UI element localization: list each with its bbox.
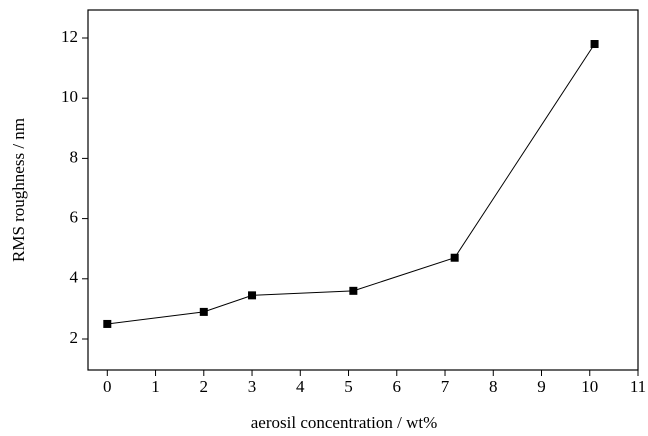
data-point	[450, 253, 459, 262]
data-point	[349, 286, 358, 295]
y-tick-label: 8	[70, 147, 79, 166]
x-tick-label: 11	[630, 377, 646, 396]
x-axis-label: aerosil concentration / wt%	[251, 413, 437, 432]
y-axis-label: RMS roughness / nm	[9, 118, 28, 262]
y-tick-label: 4	[70, 268, 79, 287]
x-tick-label: 2	[200, 377, 209, 396]
y-tick-label: 12	[61, 27, 78, 46]
y-tick-label: 6	[70, 208, 79, 227]
x-tick-label: 8	[489, 377, 498, 396]
x-tick-label: 6	[393, 377, 402, 396]
data-point	[103, 319, 112, 328]
data-point	[248, 291, 257, 300]
data-point	[199, 307, 208, 316]
x-tick-label: 1	[151, 377, 160, 396]
series-line	[107, 43, 595, 325]
plot-frame	[87, 9, 639, 371]
y-tick-label: 2	[70, 328, 79, 347]
x-tick-label: 0	[103, 377, 112, 396]
data-point	[590, 40, 599, 49]
x-tick-label: 10	[581, 377, 598, 396]
x-tick-label: 4	[296, 377, 305, 396]
x-tick-label: 9	[537, 377, 546, 396]
x-tick-label: 5	[344, 377, 353, 396]
x-tick-label: 7	[441, 377, 450, 396]
y-tick-label: 10	[61, 87, 78, 106]
x-tick-label: 3	[248, 377, 257, 396]
